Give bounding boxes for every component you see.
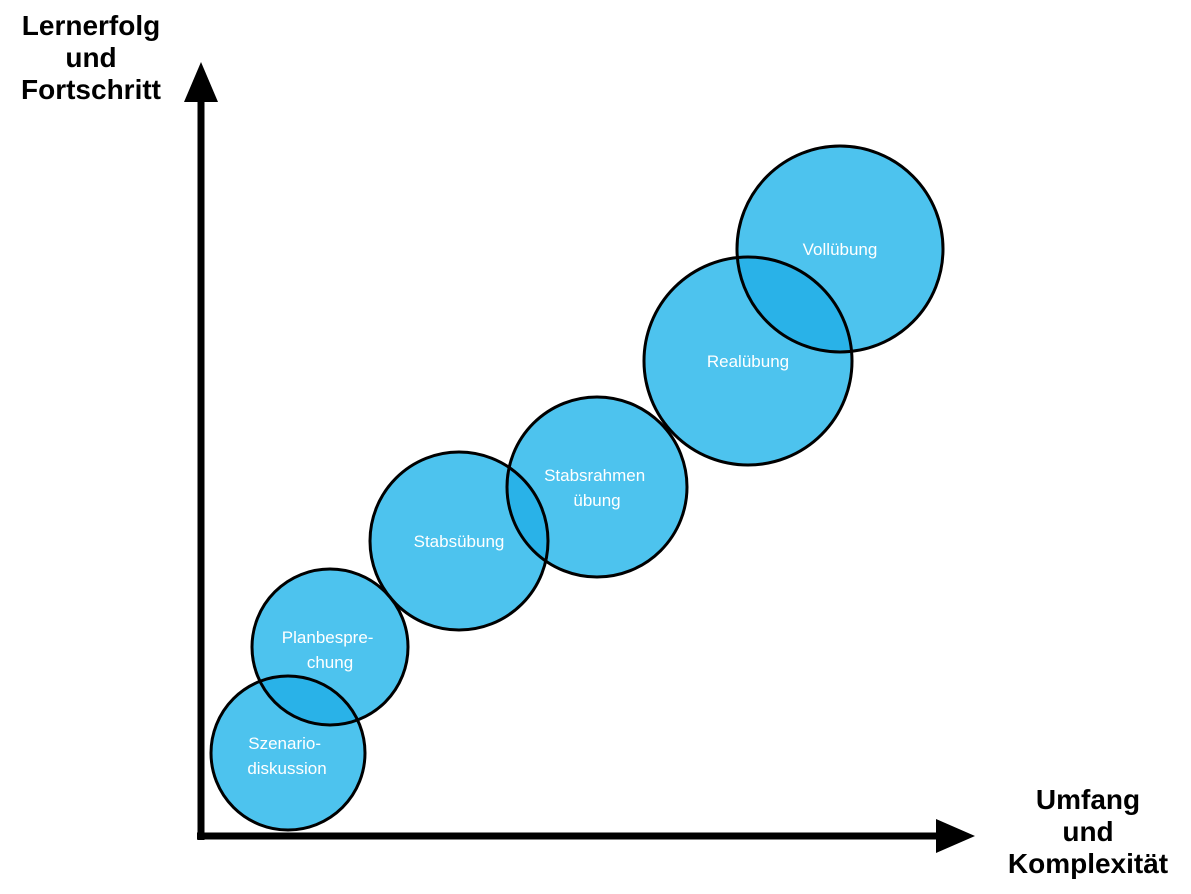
stage-label-planbesprechung: Planbespre- chung [282, 628, 378, 672]
x-axis-label-line-3: Komplexität [1007, 848, 1169, 879]
outline-stabsuebung [368, 450, 550, 632]
outline-planbesprechung [250, 567, 410, 727]
stage-label-realuebung: Realübung [707, 352, 789, 371]
y-axis-label-line-1: Lernerfolg [21, 10, 161, 41]
overlap-szenariodiskussion-planbesprechung [252, 676, 365, 725]
x-axis-arrowhead [936, 819, 975, 853]
stage-label-stabsrahmenuebung-line-1: Stabsrahmen [544, 466, 645, 485]
circle-outlines [209, 144, 945, 832]
stage-label-szenariodiskussion-line-1: Szenario- [248, 734, 321, 753]
outline-stabsrahmenuebung [505, 395, 689, 579]
stage-label-planbesprechung-line-1: Planbespre- [282, 628, 374, 647]
stage-label-stabsrahmenuebung-line-2: übung [573, 491, 620, 510]
y-axis-arrowhead [184, 62, 218, 102]
outline-realuebung [642, 255, 854, 467]
outline-volluebung [735, 144, 945, 354]
stage-label-stabsuebung: Stabsübung [414, 532, 505, 551]
stage-circle-stabsuebung [370, 452, 548, 630]
y-axis-label: Lernerfolg und Fortschritt [0, 10, 182, 106]
overlap-realuebung-volluebung [737, 257, 852, 352]
stage-label-volluebung-line-1: Vollübung [803, 240, 878, 259]
stage-circle-stabsrahmenuebung [507, 397, 687, 577]
x-axis-label-line-1: Umfang [1035, 784, 1141, 815]
stage-labels: Szenario- diskussion Planbespre- chung S… [247, 240, 877, 778]
circle-overlaps [252, 257, 852, 725]
stage-label-szenariodiskussion: Szenario- diskussion [247, 734, 326, 778]
axes [184, 62, 975, 853]
stage-label-stabsuebung-line-1: Stabsübung [414, 532, 505, 551]
y-axis-label-line-3: Fortschritt [21, 74, 161, 105]
y-axis-label-line-2: und [65, 42, 117, 73]
stage-label-volluebung: Vollübung [803, 240, 878, 259]
outline-szenariodiskussion [209, 674, 367, 832]
x-axis-label: Umfang und Komplexität [990, 784, 1186, 880]
x-axis-label-line-2: und [1062, 816, 1114, 847]
stage-label-stabsrahmenuebung: Stabsrahmen übung [544, 466, 650, 510]
stage-label-planbesprechung-line-2: chung [307, 653, 353, 672]
stage-label-szenariodiskussion-line-2: diskussion [247, 759, 326, 778]
stage-label-realuebung-line-1: Realübung [707, 352, 789, 371]
